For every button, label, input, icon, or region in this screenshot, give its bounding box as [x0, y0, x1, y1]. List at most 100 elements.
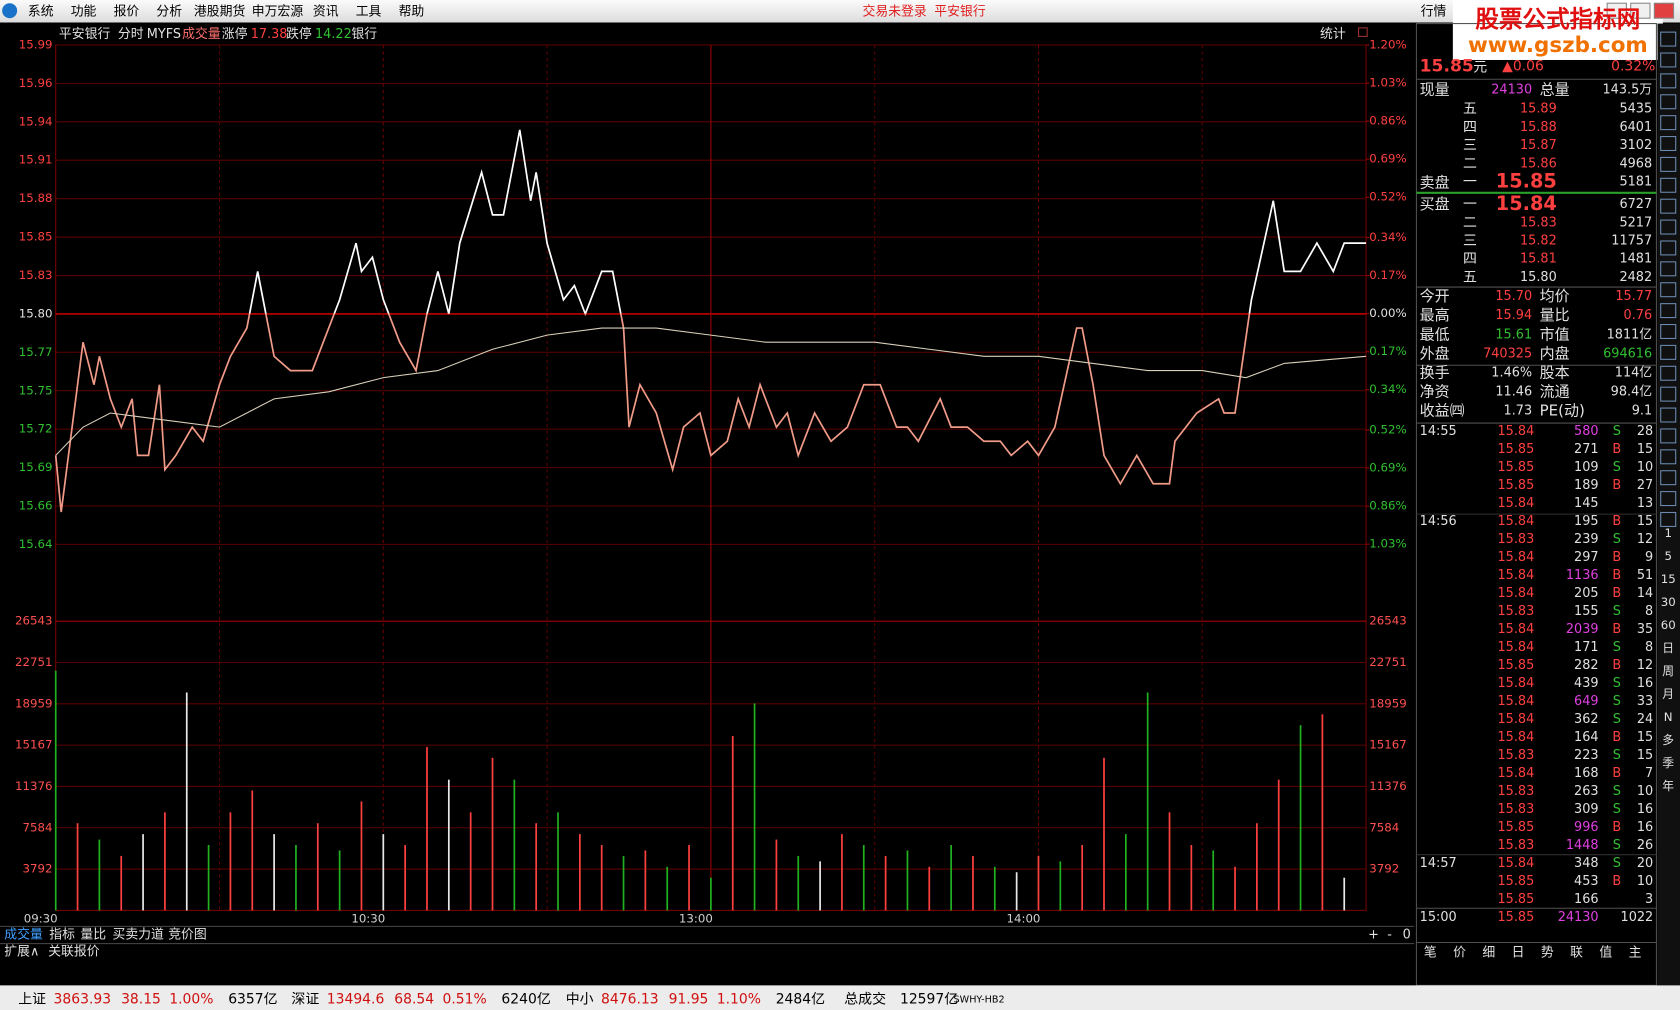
tool-icon[interactable]: [1660, 511, 1677, 527]
trade-price: 15.84: [1497, 496, 1534, 511]
header-item[interactable]: 统计: [1320, 27, 1346, 42]
window-button[interactable]: [1653, 2, 1675, 19]
trade-count: 10: [1637, 874, 1653, 889]
zoom-button[interactable]: 0: [1403, 928, 1411, 943]
tool-icon[interactable]: [1660, 156, 1677, 172]
menu-item[interactable]: 港股期货: [194, 4, 246, 19]
period-button[interactable]: 年: [1662, 779, 1674, 793]
tool-icon[interactable]: [1660, 303, 1677, 319]
zoom-button[interactable]: +: [1368, 928, 1379, 943]
y-tick-label: 15.99: [19, 37, 53, 51]
header-item: 银行: [351, 27, 377, 42]
trade-count: 9: [1645, 550, 1653, 565]
trade-price: 15.84: [1497, 424, 1534, 439]
trade-side: S: [1613, 748, 1621, 763]
stats-toggle[interactable]: [1358, 27, 1368, 37]
tool-icon[interactable]: [1660, 386, 1677, 402]
tool-icon[interactable]: [1660, 177, 1677, 193]
y2-tick-label: 1.20%: [1369, 37, 1406, 51]
panel-tab[interactable]: 值: [1599, 945, 1612, 961]
period-button[interactable]: 日: [1662, 641, 1674, 655]
bottom-tab[interactable]: 量比: [80, 928, 106, 943]
bottom-tab[interactable]: 扩展∧: [4, 945, 39, 960]
tool-icon[interactable]: [1660, 323, 1677, 339]
trade-volume: 263: [1574, 784, 1599, 799]
panel-tab[interactable]: 日: [1512, 946, 1525, 961]
y-tick-label: 15.72: [19, 422, 53, 436]
zoom-button[interactable]: -: [1387, 928, 1392, 943]
menu-item[interactable]: 功能: [71, 4, 97, 19]
window-button[interactable]: [1630, 2, 1651, 19]
tool-icon[interactable]: [1660, 240, 1677, 256]
bottom-tab[interactable]: 买卖力道: [113, 928, 165, 943]
tool-icon[interactable]: [1660, 407, 1677, 423]
market-field: 6240亿: [501, 991, 550, 1007]
tool-icon[interactable]: [1660, 365, 1677, 381]
trade-price: 15.84: [1497, 568, 1534, 583]
period-button[interactable]: 月: [1662, 687, 1674, 701]
book-price: 15.86: [1520, 156, 1557, 171]
bottom-tab[interactable]: 竞价图: [168, 927, 207, 943]
menu-item[interactable]: 报价: [114, 4, 140, 19]
bottom-tab[interactable]: 成交量: [4, 927, 43, 943]
panel-tab[interactable]: 价: [1453, 946, 1466, 961]
menu-item[interactable]: 帮助: [399, 4, 425, 19]
panel-tab[interactable]: 细: [1482, 946, 1495, 961]
menu-item[interactable]: 资讯: [313, 4, 339, 19]
tool-icon[interactable]: [1660, 136, 1677, 152]
tab[interactable]: 行情: [1421, 4, 1447, 19]
y2-tick-label: 0.86%: [1369, 114, 1406, 128]
period-button[interactable]: 15: [1661, 572, 1676, 586]
menu-item[interactable]: 工具: [356, 4, 382, 19]
volume-bar: [1256, 823, 1258, 911]
tool-icon[interactable]: [1660, 428, 1677, 444]
stat-value: 143.5万: [1603, 82, 1653, 97]
menu-item[interactable]: 系统: [28, 4, 54, 19]
x-tick-label: 14:00: [1007, 911, 1041, 925]
panel-tab[interactable]: 势: [1541, 945, 1554, 961]
bottom-tab[interactable]: 关联报价: [48, 945, 100, 960]
period-button[interactable]: 5: [1664, 549, 1672, 563]
bottom-tab[interactable]: 指标: [49, 928, 75, 943]
volume-bar: [142, 834, 144, 911]
period-button[interactable]: 30: [1661, 595, 1676, 609]
tool-icon[interactable]: [1660, 449, 1677, 465]
panel-tab[interactable]: 主: [1629, 946, 1642, 961]
market-field: 中小: [566, 991, 594, 1007]
period-button[interactable]: 1: [1664, 526, 1672, 540]
tool-icon[interactable]: [1660, 470, 1677, 486]
trade-count: 7: [1645, 766, 1653, 781]
app-icon: [2, 3, 18, 19]
tool-icon[interactable]: [1660, 491, 1677, 507]
period-button[interactable]: 多: [1662, 733, 1674, 747]
tool-icon[interactable]: [1660, 219, 1677, 235]
tool-icon[interactable]: [1660, 344, 1677, 360]
panel-tab[interactable]: 笔: [1424, 945, 1437, 961]
tool-icon[interactable]: [1660, 52, 1677, 68]
tool-icon[interactable]: [1660, 31, 1677, 47]
tool-icon[interactable]: [1660, 94, 1677, 110]
y2-tick-label: 0.69%: [1369, 461, 1406, 475]
trade-price: 15.84: [1497, 694, 1534, 709]
tool-icon[interactable]: [1660, 261, 1677, 277]
tool-icon[interactable]: [1660, 73, 1677, 89]
period-button[interactable]: 60: [1661, 618, 1676, 632]
trade-side: B: [1612, 658, 1621, 673]
y2-tick-label: 0.52%: [1369, 190, 1406, 204]
period-button[interactable]: 周: [1662, 664, 1674, 678]
tool-icon[interactable]: [1660, 198, 1677, 214]
period-button[interactable]: 季: [1662, 756, 1674, 770]
window-button[interactable]: [1606, 2, 1627, 19]
menu-item[interactable]: 分析: [156, 4, 182, 19]
tool-icon[interactable]: [1660, 282, 1677, 298]
trade-count: 10: [1637, 784, 1653, 799]
trade-volume: 348: [1574, 856, 1599, 871]
panel-tab[interactable]: 联: [1570, 946, 1583, 961]
trade-volume: 297: [1574, 550, 1599, 565]
trade-volume: 1448: [1566, 838, 1599, 853]
period-button[interactable]: N: [1664, 710, 1673, 724]
stat-value: 15.61: [1495, 327, 1532, 342]
menu-item[interactable]: 申万宏源: [252, 4, 304, 19]
tool-icon[interactable]: [1660, 115, 1677, 131]
volume-bar: [229, 812, 232, 911]
